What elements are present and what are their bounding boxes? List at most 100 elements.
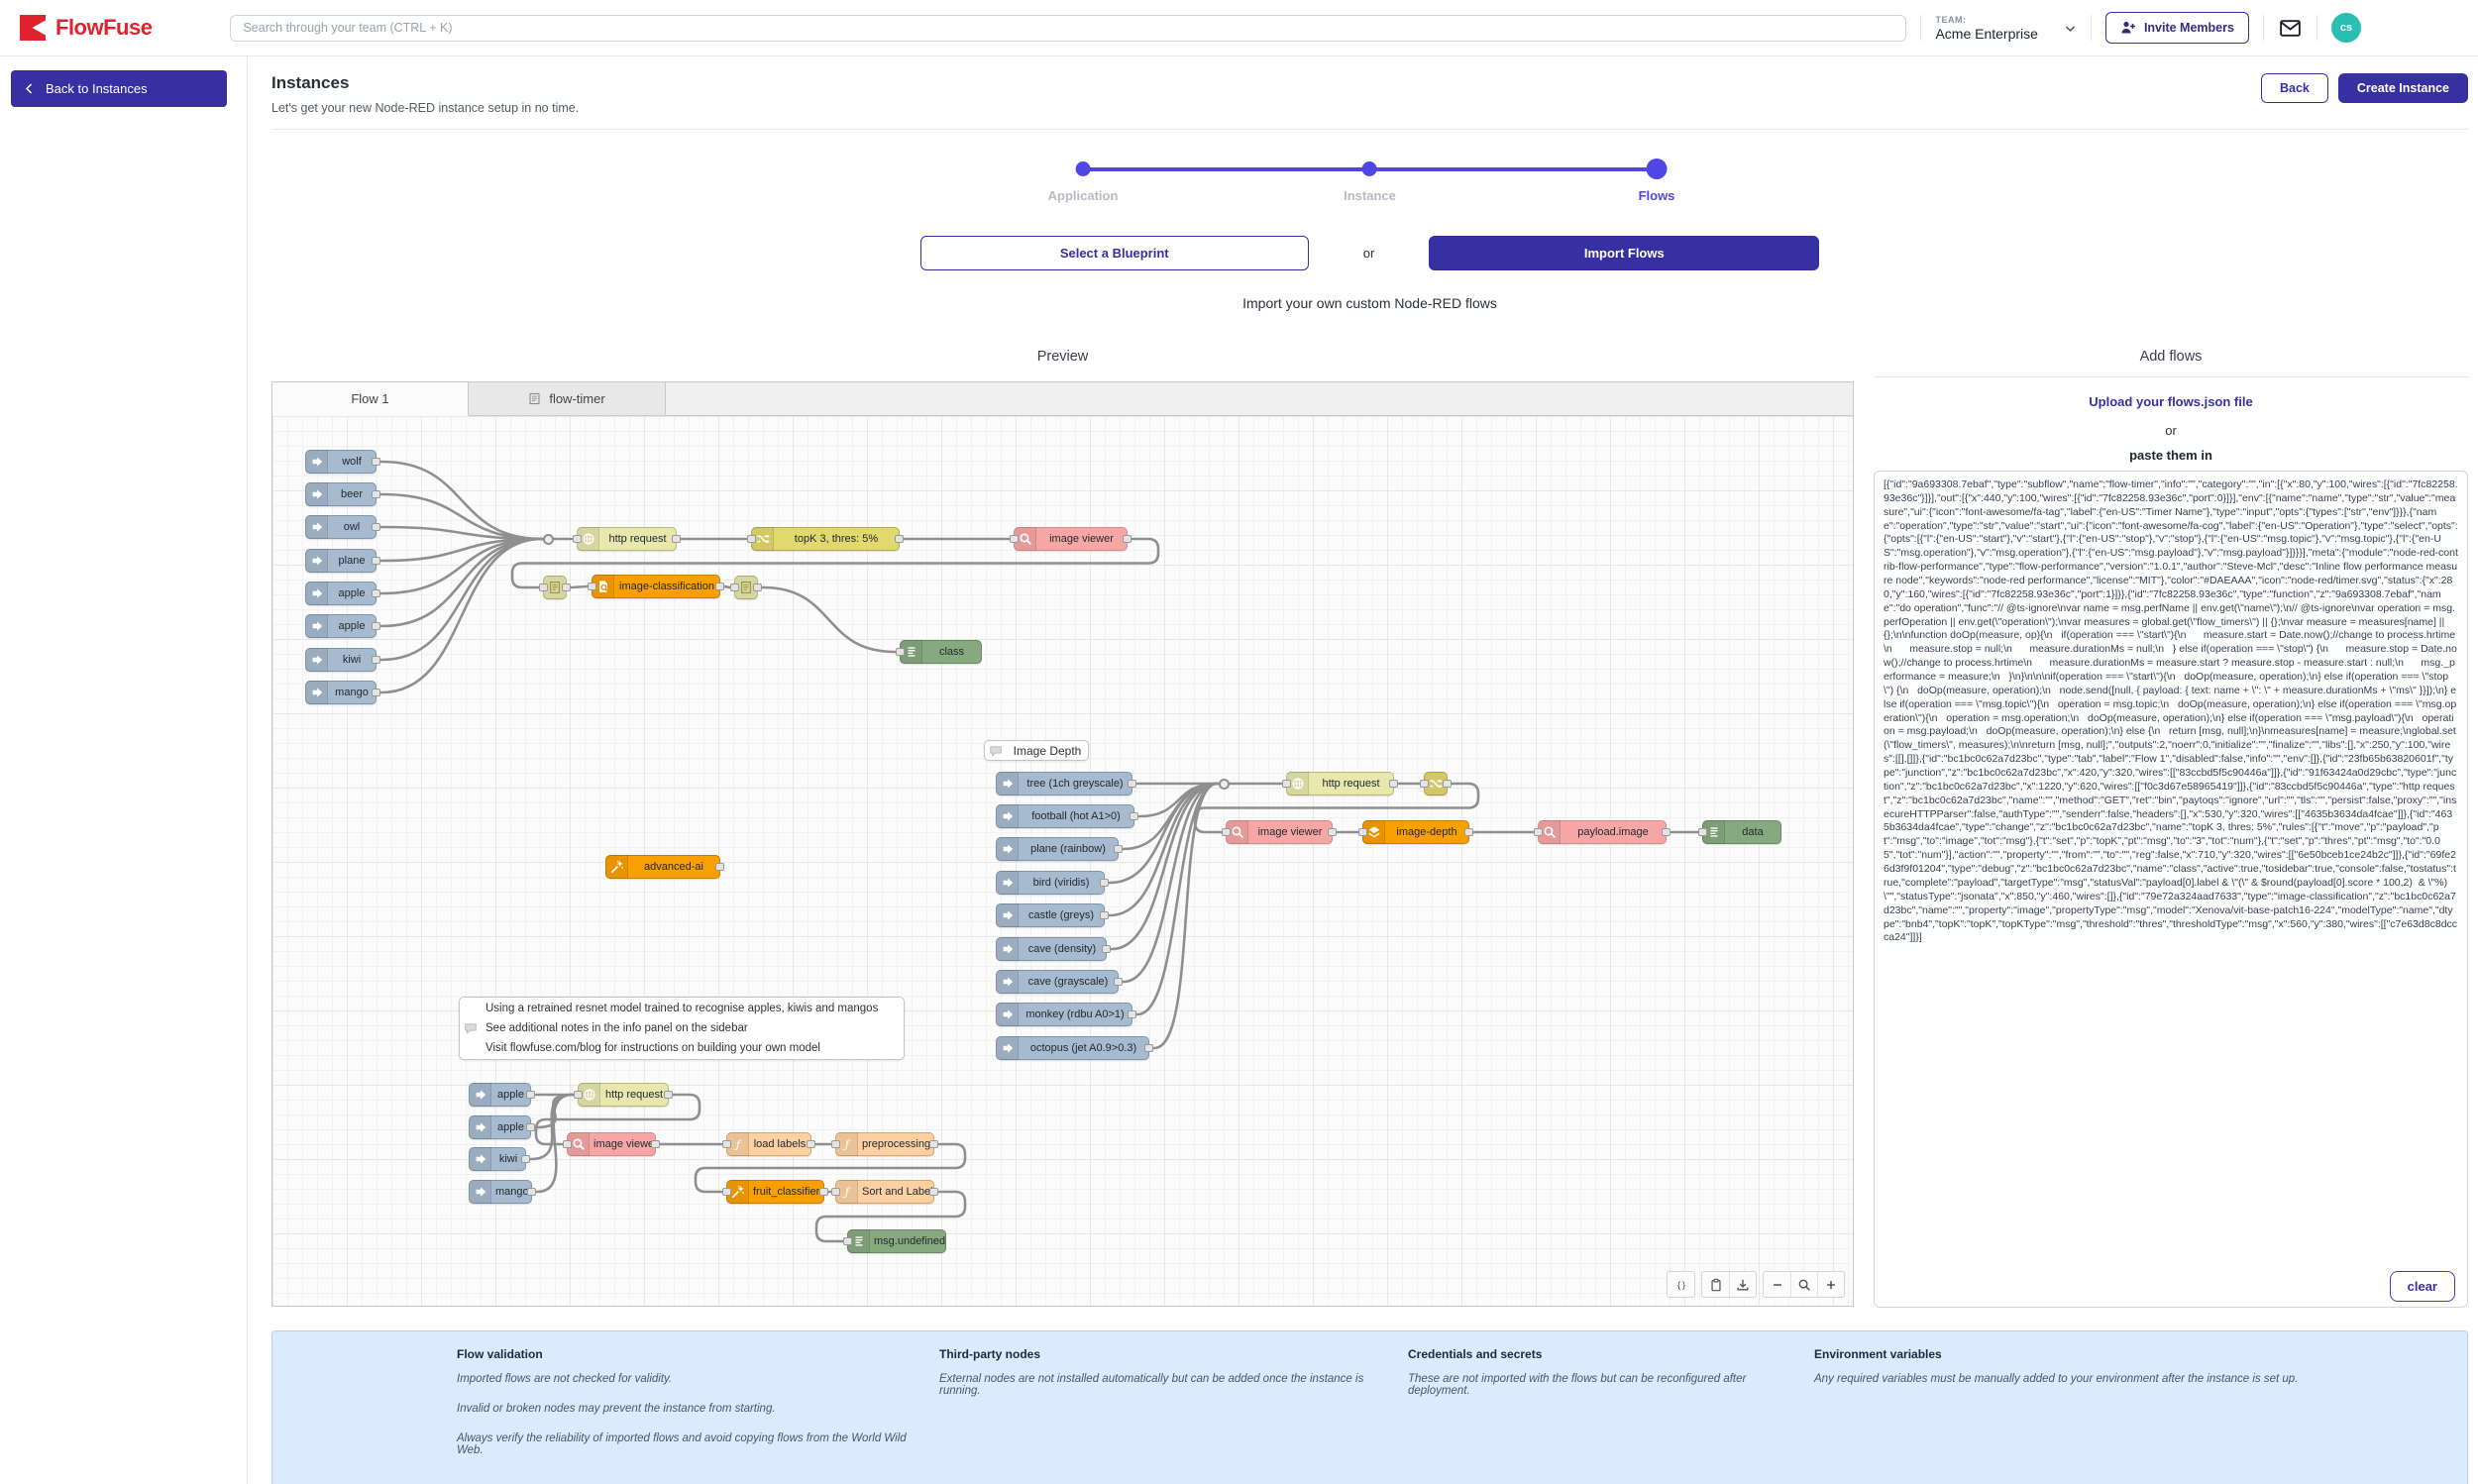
flow-node-hr3[interactable]: http request [574, 1083, 673, 1107]
search-button[interactable] [1790, 1272, 1817, 1297]
download-button[interactable] [1729, 1272, 1756, 1297]
flow-node-bird[interactable]: bird (viridis) [996, 871, 1109, 895]
flow-node-pp[interactable]: ƒ preprocessing [831, 1132, 938, 1156]
wire [723, 584, 731, 589]
chevron-left-icon [23, 82, 36, 95]
minus-button[interactable] [1764, 1272, 1790, 1297]
flow-node-caveD[interactable]: cave (density) [996, 937, 1111, 961]
step-flows[interactable]: Flows [1639, 159, 1674, 203]
output-port [895, 535, 904, 543]
flow-node-cmt1[interactable]: Image Depth [984, 740, 1089, 761]
flow-node-chS[interactable] [1420, 772, 1452, 795]
user-avatar[interactable]: cs [2330, 13, 2361, 43]
flow-node-planeR[interactable]: plane (rainbow) [996, 837, 1123, 861]
flow-node-iv2[interactable]: image viewer [1222, 820, 1337, 844]
note-heading: Credentials and secrets [1408, 1347, 1543, 1361]
invite-members-button[interactable]: Invite Members [2104, 12, 2249, 44]
flow-node-hr1[interactable]: http request [573, 527, 681, 551]
flow-node-t2[interactable] [730, 576, 762, 599]
team-search-input[interactable] [230, 14, 1907, 42]
wire [379, 537, 544, 662]
inject-arrow-icon [470, 1180, 491, 1204]
input-port [563, 1140, 572, 1148]
flow-node-plane[interactable]: plane [305, 549, 380, 573]
flow-node-beer[interactable]: beer [305, 482, 380, 506]
flow-node-bm[interactable]: mango [469, 1180, 536, 1204]
import-flows-button[interactable]: Import Flows [1429, 236, 1820, 270]
flow-node-j1[interactable] [542, 533, 554, 545]
code-braces-button[interactable]: {} [1668, 1272, 1694, 1297]
flow-node-iv3[interactable]: image viewer [563, 1132, 660, 1156]
inject-arrow-icon [997, 837, 1019, 861]
flow-node-ba2[interactable]: apple [469, 1115, 535, 1139]
flow-node-iv1[interactable]: image viewer [1010, 527, 1131, 551]
flow-node-ba1[interactable]: apple [469, 1083, 535, 1107]
flow-node-hr2[interactable]: http request [1282, 772, 1398, 795]
flow-node-pli[interactable]: payload.image [1534, 820, 1670, 844]
wire [379, 537, 544, 595]
flow-node-dat[interactable]: data [1698, 820, 1781, 844]
flow-canvas[interactable]: {} wolf beer owl plane apple apple kiwi mango ht… [272, 416, 1853, 1306]
tab-flow-timer[interactable]: flow-timer [469, 382, 666, 415]
flow-node-ll[interactable]: ƒ load labels [722, 1132, 815, 1156]
clipboard-icon [1709, 1278, 1723, 1292]
output-port [372, 490, 380, 498]
inject-arrow-icon [997, 804, 1019, 828]
team-selector[interactable]: TEAM: Acme Enterprise [1935, 15, 2076, 42]
node-label: data [1742, 826, 1764, 838]
flow-node-topk[interactable]: topK 3, thres: 5% [747, 527, 904, 551]
flow-node-cls[interactable]: class [896, 640, 982, 664]
select-blueprint-button[interactable]: Select a Blueprint [919, 236, 1309, 270]
node-label: http request [604, 1089, 664, 1101]
input-port [1698, 828, 1707, 836]
flow-node-j2[interactable] [1218, 778, 1230, 790]
flow-node-fc[interactable]: fruit_classifier [722, 1180, 828, 1204]
clear-button[interactable]: clear [2389, 1271, 2455, 1302]
flow-node-football[interactable]: football (hot A1>0) [996, 804, 1138, 828]
flow-node-sl[interactable]: ƒ Sort and Label [831, 1180, 938, 1204]
flow-node-octopus[interactable]: octopus (jet A0.9>0.3) [996, 1036, 1153, 1060]
flow-node-monkey[interactable]: monkey (rdbu A0>1) [996, 1003, 1136, 1026]
flow-node-tree[interactable]: tree (1ch greyscale) [996, 772, 1136, 795]
tab-flow-1[interactable]: Flow 1 [272, 382, 469, 416]
flow-node-mu[interactable]: msg.undefined [843, 1229, 946, 1253]
flow-node-idp[interactable]: image-depth [1358, 820, 1473, 844]
flow-node-aai[interactable]: advanced-ai [605, 855, 724, 879]
flow-node-apple2[interactable]: apple [305, 614, 380, 638]
flow-node-cmt2[interactable]: Using a retrained resnet model trained t… [459, 997, 905, 1060]
clipboard-button[interactable] [1702, 1272, 1729, 1297]
comment-bubble-icon [460, 1016, 482, 1040]
plus-button[interactable] [1817, 1272, 1844, 1297]
top-bar: FlowFuse TEAM: Acme Enterprise Invite Me… [0, 0, 2478, 56]
step-instance[interactable]: Instance [1344, 159, 1396, 203]
flow-node-bk[interactable]: kiwi [469, 1147, 530, 1171]
node-label: plane (rainbow) [1030, 843, 1106, 855]
flow-node-t1[interactable] [539, 576, 571, 599]
node-label: image viewer [1257, 826, 1323, 838]
create-instance-button[interactable]: Create Instance [2337, 73, 2468, 103]
flow-node-ic[interactable]: image-classification [588, 575, 724, 598]
step-application[interactable]: Application [1048, 159, 1118, 203]
back-to-instances-button[interactable]: Back to Instances [11, 70, 227, 107]
flow-node-owl[interactable]: owl [305, 515, 380, 539]
flow-node-wolf[interactable]: wolf [305, 450, 380, 474]
flow-node-castle[interactable]: castle (greys) [996, 903, 1109, 927]
output-port [372, 523, 380, 531]
flow-node-caveG[interactable]: cave (grayscale) [996, 970, 1123, 994]
flow-node-apple1[interactable]: apple [305, 582, 380, 605]
wire [379, 460, 544, 541]
flow-node-kiwi1[interactable]: kiwi [305, 648, 380, 672]
svg-text:{}: {} [1675, 1281, 1686, 1291]
flows-json-textarea[interactable] [1874, 471, 2468, 1308]
node-label: plane [338, 555, 366, 567]
back-button[interactable]: Back [2261, 73, 2328, 103]
layers-icon [1363, 820, 1385, 844]
upload-flows-link[interactable]: Upload your flows.json file [2089, 394, 2253, 409]
flow-node-mango1[interactable]: mango [305, 681, 380, 704]
notifications-mail-button[interactable] [2278, 16, 2303, 41]
output-port [527, 1188, 536, 1196]
function-icon: ƒ [836, 1180, 858, 1204]
flowfuse-logo[interactable]: FlowFuse [18, 13, 153, 43]
node-label: payload.image [1577, 826, 1649, 838]
note-heading: Environment variables [1814, 1347, 1942, 1361]
